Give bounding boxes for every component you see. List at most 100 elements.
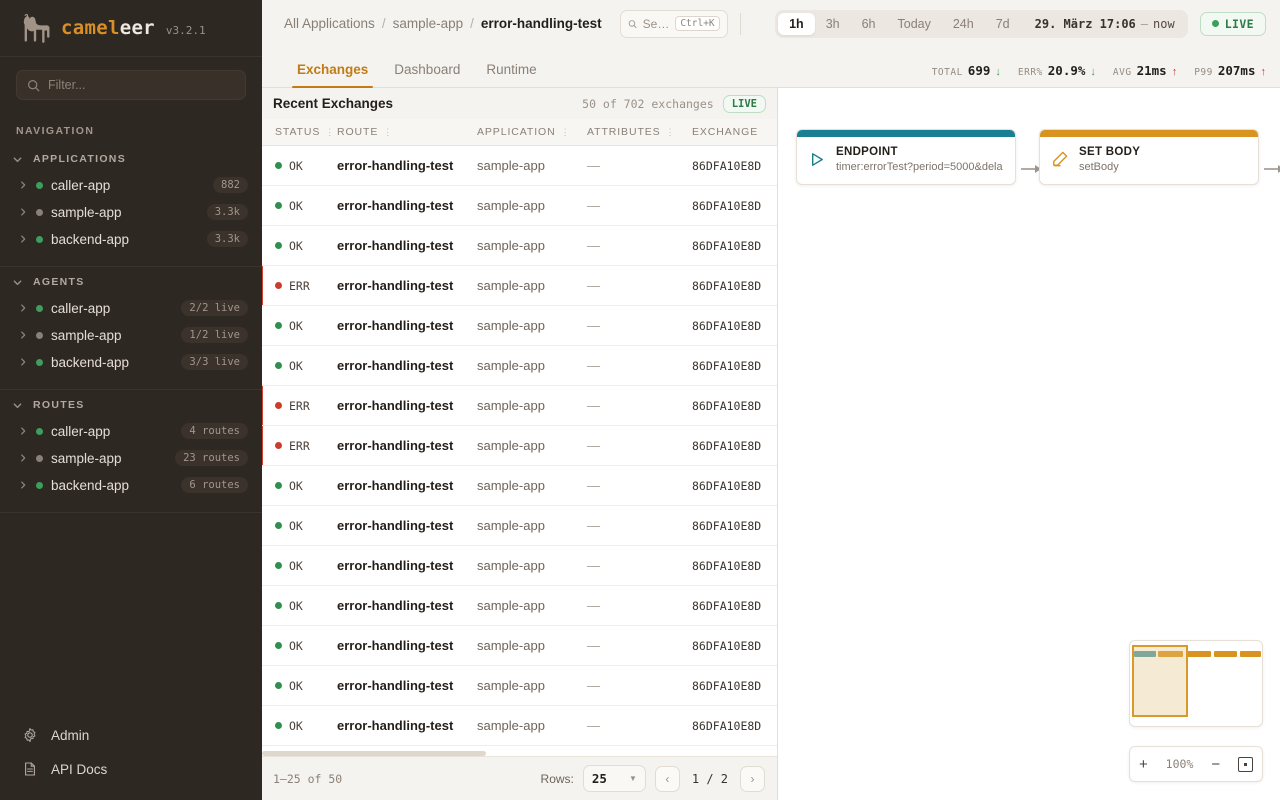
table-row[interactable]: OK error-handling-test sample-app — 86DFA10E… (262, 346, 777, 386)
table-row[interactable]: OK error-handling-test sample-app — 86DFA10E… (262, 706, 777, 746)
sidebar-item-api-docs[interactable]: API Docs (0, 752, 262, 786)
horizontal-scrollbar[interactable] (262, 751, 486, 756)
live-toggle[interactable]: LIVE (1199, 11, 1266, 36)
table-row[interactable]: OK error-handling-test sample-app — 86DFA10E… (262, 666, 777, 706)
table-row[interactable]: OK error-handling-test sample-app — 86DFA10E… (262, 466, 777, 506)
table-row[interactable]: OK error-handling-test sample-app — 86DFA10E… (262, 186, 777, 226)
column-header-exchange[interactable]: EXCHANGE (692, 126, 812, 138)
brand[interactable]: cameleer v3.2.1 (0, 0, 262, 57)
range-display[interactable]: 29. März 17:06 — now (1021, 17, 1185, 31)
table-row[interactable]: OK error-handling-test sample-app — 86DFA10E… (262, 306, 777, 346)
sidebar-item-applications-backend-app[interactable]: backend-app 3.3k (0, 226, 262, 252)
column-header-attributes[interactable]: ATTRIBUTES ⋮ (587, 126, 692, 138)
group-header-agents[interactable]: AGENTS (0, 270, 262, 294)
table-header: Recent Exchanges 50 of 702 exchanges LIV… (262, 88, 777, 119)
sidebar-item-label: caller-app (51, 177, 111, 193)
node-text: ENDPOINT timer:errorTest?period=5000&del… (836, 146, 1003, 173)
nav-group-agents: AGENTS caller-app 2/2 live sample-app 1/… (0, 270, 262, 380)
cell-attributes: — (587, 718, 600, 733)
sidebar-item-agents-sample-app[interactable]: sample-app 1/2 live (0, 322, 262, 348)
sidebar-item-badge: 3/3 live (181, 354, 248, 370)
sidebar-filter[interactable] (16, 70, 246, 100)
table-row[interactable]: ERR error-handling-test sample-app — 86DFA10… (262, 426, 777, 466)
prev-page-button[interactable]: ‹ (654, 765, 680, 792)
metric-key: P99 (1194, 67, 1213, 78)
minimap-viewport[interactable] (1132, 645, 1188, 717)
rows-per-page-select[interactable]: 25 ▼ (582, 765, 646, 792)
cell-application: sample-app (477, 558, 545, 573)
cell-application: sample-app (477, 518, 545, 533)
sidebar-item-label: sample-app (51, 450, 122, 466)
edge-arrow (1264, 164, 1280, 174)
graph-node-set-body[interactable]: SET BODY setBody (1039, 129, 1259, 185)
document-icon (25, 762, 35, 776)
status-dot-ok-icon (275, 362, 282, 369)
column-label: STATUS (275, 126, 321, 138)
cell-status: OK (275, 559, 337, 573)
zoom-in-button[interactable]: + (1138, 755, 1148, 773)
cell-status: OK (275, 359, 337, 373)
range-button-3h[interactable]: 3h (825, 16, 840, 31)
table-row[interactable]: OK error-handling-test sample-app — 86DFA10E… (262, 506, 777, 546)
cell-application: sample-app (477, 598, 545, 613)
status-text: ERR (289, 438, 310, 453)
sidebar-item-admin[interactable]: Admin (0, 718, 262, 752)
group-header-applications[interactable]: APPLICATIONS (0, 147, 262, 171)
filter-input[interactable] (48, 78, 235, 92)
route-graph-canvas[interactable]: ENDPOINT timer:errorTest?period=5000&del… (778, 88, 1280, 800)
range-button-6h[interactable]: 6h (861, 16, 876, 31)
sidebar-item-routes-sample-app[interactable]: sample-app 23 routes (0, 445, 262, 471)
table-row[interactable]: ERR error-handling-test sample-app — 86DFA10… (262, 266, 777, 306)
range-button-7d[interactable]: 7d (995, 16, 1010, 31)
minimap[interactable] (1129, 640, 1263, 727)
sidebar-nav: NAVIGATION APPLICATIONS caller-app 882 s… (0, 110, 262, 718)
sidebar-item-routes-caller-app[interactable]: caller-app 4 routes (0, 418, 262, 444)
column-header-application[interactable]: APPLICATION ⋮ (477, 126, 587, 138)
sidebar-item-applications-caller-app[interactable]: caller-app 882 (0, 172, 262, 198)
cell-attributes: — (587, 558, 600, 573)
table-row[interactable]: ERR error-handling-test sample-app — 86DFA10… (262, 386, 777, 426)
column-header-route[interactable]: ROUTE ⋮ (337, 126, 477, 138)
cell-route: error-handling-test (337, 198, 454, 213)
sidebar-item-agents-caller-app[interactable]: caller-app 2/2 live (0, 295, 262, 321)
breadcrumb-item-all-applications[interactable]: All Applications (284, 16, 375, 31)
table-row[interactable]: OK error-handling-test sample-app — 86DFA10E… (262, 586, 777, 626)
chevron-right-icon (21, 358, 26, 366)
sidebar-item-applications-sample-app[interactable]: sample-app 3.3k (0, 199, 262, 225)
breadcrumb-item-sample-app[interactable]: sample-app (392, 16, 464, 31)
tab-exchanges[interactable]: Exchanges (284, 62, 381, 88)
tab-dashboard[interactable]: Dashboard (394, 62, 461, 77)
sidebar-item-badge: 4 routes (181, 423, 248, 439)
node-color-bar (797, 130, 1015, 137)
cell-exchange: 86DFA10E8D (692, 518, 762, 533)
divider (0, 512, 262, 513)
table-row[interactable]: OK error-handling-test sample-app — 86DFA10E… (262, 146, 777, 186)
search-input[interactable]: Se… Ctrl+K (619, 9, 728, 38)
chevron-down-icon (13, 279, 22, 285)
search-icon (28, 79, 40, 91)
node-subtitle: setBody (1079, 161, 1119, 173)
status-dot (36, 208, 43, 216)
table-row[interactable]: OK error-handling-test sample-app — 86DFA10E… (262, 546, 777, 586)
range-button-1h[interactable]: 1h (778, 12, 815, 35)
group-header-routes[interactable]: ROUTES (0, 393, 262, 417)
sidebar-item-routes-backend-app[interactable]: backend-app 6 routes (0, 472, 262, 498)
column-header-status[interactable]: STATUS ⋮ (275, 126, 337, 138)
sidebar-item-label: backend-app (51, 477, 130, 493)
status-dot (36, 304, 43, 312)
node-color-bar (1040, 130, 1258, 137)
range-button-24h[interactable]: 24h (952, 16, 974, 31)
sidebar-item-agents-backend-app[interactable]: backend-app 3/3 live (0, 349, 262, 375)
table-row[interactable]: OK error-handling-test sample-app — 86DFA10E… (262, 226, 777, 266)
table-live-badge[interactable]: LIVE (722, 94, 766, 113)
fit-view-icon[interactable] (1238, 756, 1254, 772)
cell-attributes: — (587, 598, 600, 613)
graph-node-endpoint[interactable]: ENDPOINT timer:errorTest?period=5000&del… (796, 129, 1016, 185)
range-button-today[interactable]: Today (897, 16, 931, 31)
cell-route: error-handling-test (337, 238, 454, 253)
zoom-out-button[interactable]: − (1211, 755, 1221, 773)
tab-runtime[interactable]: Runtime (486, 62, 537, 77)
next-page-button[interactable]: › (740, 765, 765, 792)
table-row[interactable]: OK error-handling-test sample-app — 86DFA10E… (262, 626, 777, 666)
cell-status: OK (275, 479, 337, 493)
